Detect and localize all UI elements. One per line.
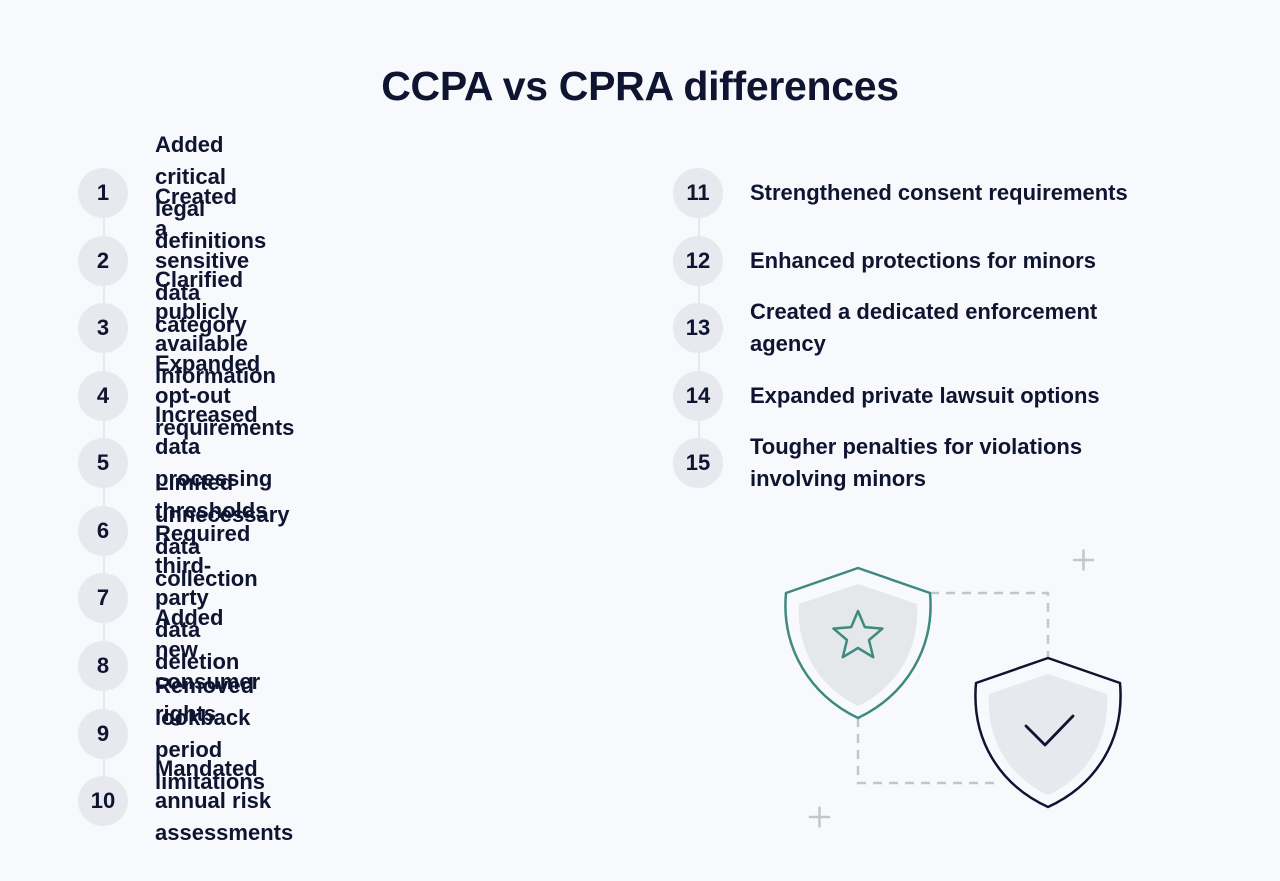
- item-label: Strengthened consent requirements: [750, 180, 1128, 205]
- item-label: Tougher penalties for violations involvi…: [750, 434, 1083, 491]
- list-item: 2 Created a sensitive data category: [78, 184, 249, 337]
- item-label: Added new consumer rights: [155, 605, 261, 726]
- plus-icon: [1072, 549, 1095, 571]
- shields-illustration: [784, 549, 1122, 828]
- list-item: 14 Expanded private lawsuit options: [673, 370, 1190, 422]
- item-label: Required third-party data deletion: [155, 521, 251, 674]
- item-number-badge: 11: [673, 168, 723, 218]
- list-item: 12 Enhanced protections for minors: [673, 235, 1190, 287]
- item-number-badge: 14: [673, 371, 723, 421]
- item-label: Limited unnecessary data collection: [155, 470, 290, 591]
- item-number-badge: 13: [673, 303, 723, 353]
- item-label: Mandated annual risk assessments: [155, 756, 294, 845]
- item-label: Created a dedicated enforcement agency: [750, 299, 1098, 356]
- item-label: Expanded private lawsuit options: [750, 383, 1100, 408]
- star-icon: [832, 609, 884, 659]
- list-item: 1 Added critical legal definitions: [78, 132, 266, 253]
- list-item: 8 Added new consumer rights: [78, 605, 260, 726]
- item-number-badge: 9: [78, 709, 128, 759]
- list-item: 13 Created a dedicated enforcement agenc…: [673, 299, 1170, 356]
- list-item: 9 Removed lookback period limitations: [78, 673, 265, 794]
- item-number-badge: 7: [78, 573, 128, 623]
- list-item: 5 Increased data processing thresholds: [78, 402, 272, 523]
- plus-icon: [808, 806, 831, 828]
- item-number-badge: 6: [78, 506, 128, 556]
- check-icon: [1024, 714, 1075, 747]
- list-item: 7 Required third-party data deletion: [78, 521, 250, 674]
- list-item: 3 Clarified publicly available informati…: [78, 267, 276, 388]
- item-number-badge: 4: [78, 371, 128, 421]
- item-label: Enhanced protections for minors: [750, 248, 1096, 273]
- list-item: 4 Expanded opt-out requirements: [78, 351, 294, 440]
- shield-star: [784, 566, 932, 720]
- list-item: 6 Limited unnecessary data collection: [78, 470, 290, 591]
- list-item: 15 Tougher penalties for violations invo…: [673, 434, 1150, 491]
- item-label: Expanded opt-out requirements: [155, 351, 295, 440]
- dashed-connector: [856, 591, 1050, 785]
- item-label: Created a sensitive data category: [155, 184, 250, 337]
- list-item: 10 Mandated annual risk assessments: [78, 756, 293, 845]
- item-number-badge: 2: [78, 236, 128, 286]
- item-number-badge: 8: [78, 641, 128, 691]
- item-label: Added critical legal definitions: [155, 132, 267, 253]
- item-number-badge: 1: [78, 168, 128, 218]
- page-title: CCPA vs CPRA differences: [381, 63, 899, 109]
- item-number-badge: 10: [78, 776, 128, 826]
- item-number-badge: 5: [78, 438, 128, 488]
- item-number-badge: 12: [673, 236, 723, 286]
- item-label: Clarified publicly available information: [155, 267, 276, 388]
- shield-check: [974, 656, 1122, 809]
- left-connector-line: [103, 192, 105, 802]
- item-label: Increased data processing thresholds: [155, 402, 273, 523]
- item-number-badge: 3: [78, 303, 128, 353]
- item-number-badge: 15: [673, 438, 723, 488]
- item-label: Removed lookback period limitations: [155, 673, 266, 794]
- list-item: 11 Strengthened consent requirements: [673, 167, 1190, 219]
